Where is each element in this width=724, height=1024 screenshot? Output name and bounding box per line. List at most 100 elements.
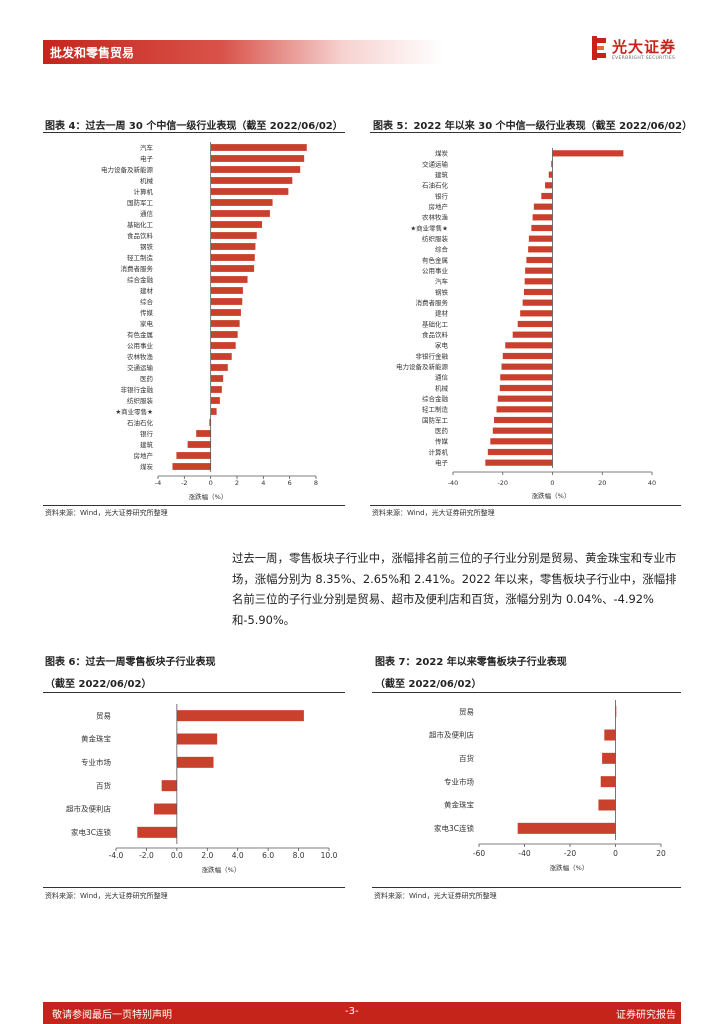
category-label: 家电 <box>140 319 154 328</box>
figure-6-title: 图表 6：过去一周零售板块子行业表现 <box>45 657 216 668</box>
bar-12 <box>210 265 255 272</box>
bar-26 <box>209 419 211 426</box>
brand-logo: 光大证券 EVERBRIGHT SECURITIES <box>590 34 690 68</box>
bar-16 <box>210 309 241 316</box>
category-label: 医药 <box>140 374 154 383</box>
x-tick-label: 0.0 <box>171 851 183 860</box>
bar-15 <box>522 299 553 306</box>
bar-20 <box>210 353 232 360</box>
x-tick-label: -2 <box>181 479 187 487</box>
category-label: 超市及便利店 <box>429 730 474 740</box>
bar-20 <box>502 352 553 360</box>
header-bar <box>43 40 443 64</box>
category-label: 通信 <box>435 373 449 382</box>
category-label: 贸易 <box>459 706 474 716</box>
category-label: 轻工制造 <box>422 405 449 414</box>
x-tick-label: 4.0 <box>232 851 244 860</box>
category-label: 计算机 <box>134 187 154 196</box>
category-label: 纺织服装 <box>422 234 449 243</box>
x-axis-label: 涨跌幅（%） <box>202 865 241 874</box>
category-label: 汽车 <box>435 277 449 286</box>
bar-23 <box>499 384 553 392</box>
bar-1 <box>210 144 307 151</box>
bar-11 <box>526 256 553 264</box>
figure-7-top-rule <box>372 692 681 693</box>
figure-6-title-date: （截至 2022/06/02） <box>45 679 152 690</box>
category-label: 房地产 <box>134 451 154 460</box>
category-label: 家电3C连锁 <box>434 823 475 833</box>
x-tick-label: 6.0 <box>262 851 274 860</box>
category-label: 建筑 <box>435 170 449 179</box>
x-tick-label: -40 <box>518 849 530 858</box>
category-label: 农林牧渔 <box>127 352 154 361</box>
figure-7-title-date: （截至 2022/06/02） <box>375 679 482 690</box>
figure-6-source: 资料来源：Wind，光大证券研究所整理 <box>45 892 168 900</box>
figure-7-source: 资料来源：Wind，光大证券研究所整理 <box>374 892 497 900</box>
category-label: 建材 <box>140 286 154 295</box>
figure-5-title: 图表 5：2022 年以来 30 个中信一级行业表现（截至 2022/06/02… <box>373 121 693 132</box>
category-label: 超市及便利店 <box>66 804 111 814</box>
x-axis-label: 涨跌幅（%） <box>189 492 228 501</box>
bar-13 <box>524 278 553 285</box>
page-number: -3- <box>345 1006 359 1017</box>
category-label: 计算机 <box>429 447 449 456</box>
bar-6 <box>137 826 177 838</box>
bar-29 <box>176 452 211 459</box>
bar-9 <box>210 232 257 239</box>
category-label: 家电 <box>435 341 449 350</box>
bar-3 <box>548 171 553 178</box>
x-tick-label: 20 <box>656 849 666 858</box>
body-paragraph: 过去一周，零售板块子行业中，涨幅排名前三位的子行业分别是贸易、黄金珠宝和专业市场… <box>232 551 677 627</box>
bar-27 <box>196 430 211 437</box>
category-label: 基础化工 <box>422 319 449 328</box>
header-title: 批发和零售贸易 <box>50 46 135 60</box>
bar-11 <box>210 254 255 261</box>
bar-2 <box>176 733 218 745</box>
category-label: 国防军工 <box>127 198 154 207</box>
bar-7 <box>210 210 270 217</box>
bar-1 <box>615 706 617 718</box>
category-label: 钢铁 <box>140 242 154 251</box>
bar-30 <box>485 459 553 466</box>
category-label: 公用事业 <box>422 266 449 275</box>
category-label: ★商业零售★ <box>115 407 153 416</box>
x-axis-label: 涨跌幅（%） <box>550 863 589 872</box>
figure-7-bottom-rule <box>372 887 681 888</box>
bar-7 <box>532 214 553 221</box>
bar-12 <box>525 267 553 274</box>
x-tick-label: 20 <box>598 479 606 487</box>
bar-10 <box>210 243 256 250</box>
category-label: 专业市场 <box>444 776 474 786</box>
category-label: 电力设备及新能源 <box>101 165 154 174</box>
figure-6-bottom-rule <box>43 887 345 888</box>
logo-subtitle: EVERBRIGHT SECURITIES <box>612 56 676 61</box>
x-tick-label: -2.0 <box>139 851 154 860</box>
category-label: 石油石化 <box>422 181 449 190</box>
category-label: 石油石化 <box>127 418 154 427</box>
category-label: 煤炭 <box>435 149 449 158</box>
bar-10 <box>528 246 553 253</box>
bar-24 <box>210 397 220 404</box>
figure-4-bottom-rule <box>43 505 345 506</box>
bar-28 <box>490 438 553 445</box>
bar-16 <box>520 310 553 317</box>
x-axis-label: 涨跌幅（%） <box>532 491 571 500</box>
bar-8 <box>531 224 553 232</box>
bar-4 <box>161 780 177 792</box>
figure-7-title: 图表 7：2022 年以来零售板块子行业表现 <box>375 657 567 668</box>
category-label: 交通运输 <box>422 159 449 168</box>
category-label: 贸易 <box>96 710 111 720</box>
bar-3 <box>602 752 616 764</box>
category-label: 消费者服务 <box>416 298 449 307</box>
figure-5-source: 资料来源：Wind，光大证券研究所整理 <box>372 509 495 517</box>
x-tick-label: -20 <box>564 849 576 858</box>
category-label: 纺织服装 <box>127 396 154 405</box>
bar-19 <box>505 342 553 349</box>
x-tick-label: -4.0 <box>109 851 124 860</box>
bar-21 <box>210 364 228 371</box>
category-label: 有色金属 <box>127 330 153 339</box>
bar-14 <box>523 288 553 296</box>
figure-4-chart: 汽车电子电力设备及新能源机械计算机国防军工通信基础化工食品饮料钢铁轻工制造消费者… <box>101 142 318 501</box>
